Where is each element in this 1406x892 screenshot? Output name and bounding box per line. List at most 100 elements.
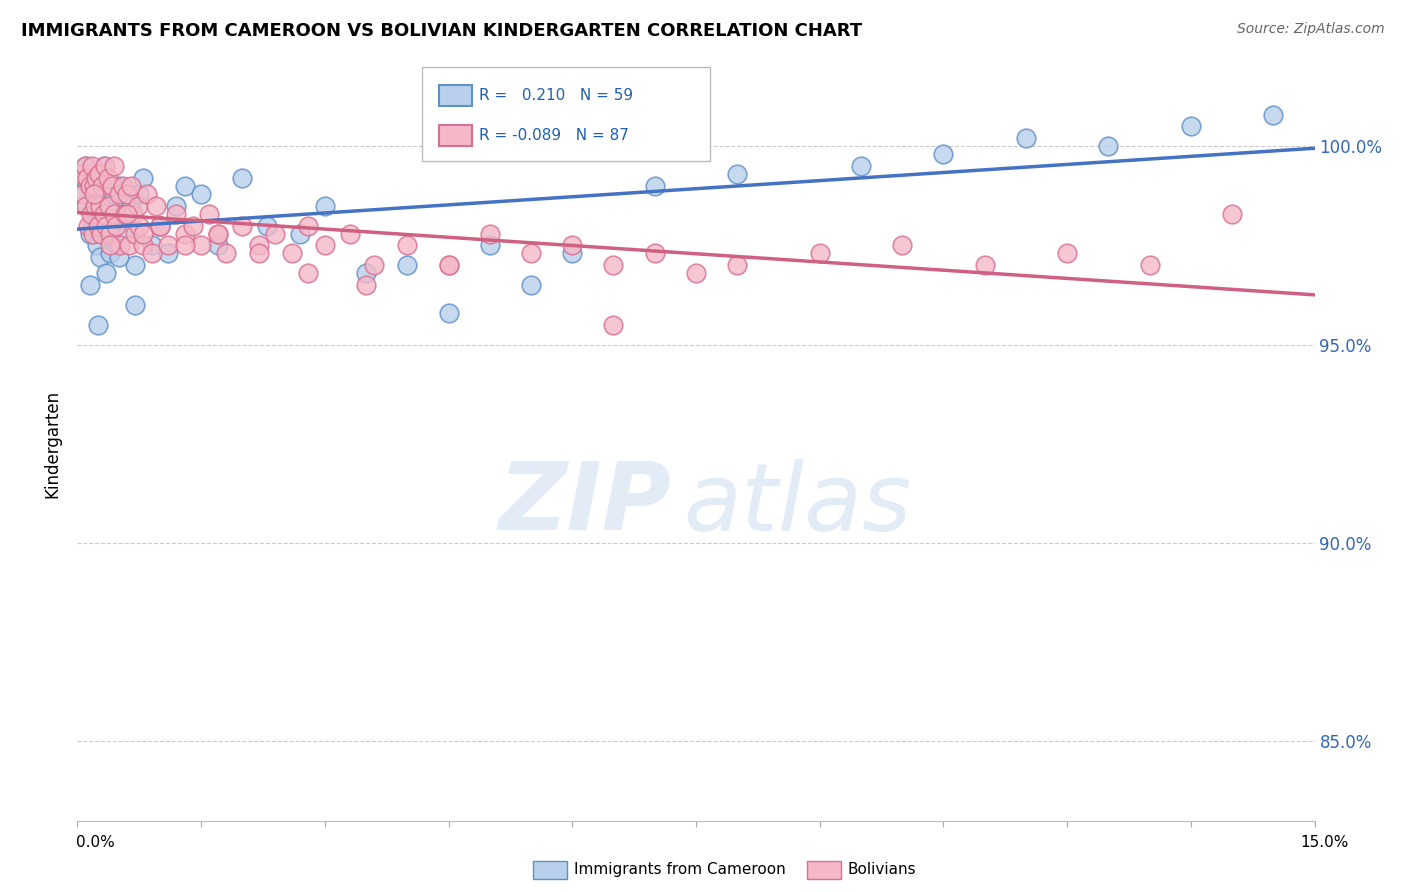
Point	[76, 199, 98, 213]
Point	[165, 199, 187, 213]
Point	[122, 207, 145, 221]
Point	[561, 238, 583, 252]
Point	[181, 219, 204, 233]
Point	[115, 186, 138, 201]
Point	[87, 186, 110, 201]
Point	[82, 227, 104, 241]
Point	[149, 219, 172, 233]
Point	[1097, 139, 1119, 153]
Point	[437, 258, 460, 272]
Point	[207, 227, 229, 241]
Point	[141, 246, 163, 260]
Point	[685, 266, 707, 280]
Point	[79, 278, 101, 293]
Point	[107, 186, 129, 201]
Text: Immigrants from Cameroon: Immigrants from Cameroon	[574, 863, 786, 877]
Point	[107, 178, 129, 193]
Point	[89, 199, 111, 213]
Point	[520, 246, 543, 260]
Point	[215, 246, 238, 260]
Point	[72, 186, 94, 201]
Point	[89, 178, 111, 193]
Point	[83, 186, 105, 201]
Point	[1139, 258, 1161, 272]
Point	[82, 219, 104, 233]
Point	[87, 167, 110, 181]
Point	[97, 199, 120, 213]
Point	[127, 199, 149, 213]
Point	[91, 178, 114, 193]
Point	[314, 199, 336, 213]
Point	[149, 219, 172, 233]
Point	[437, 258, 460, 272]
Point	[73, 171, 96, 186]
Text: Bolivians: Bolivians	[848, 863, 917, 877]
Point	[91, 207, 114, 221]
Y-axis label: Kindergarten: Kindergarten	[44, 390, 62, 498]
Point	[97, 199, 120, 213]
Point	[256, 219, 278, 233]
Point	[96, 227, 118, 241]
Point	[83, 199, 105, 213]
Point	[124, 298, 146, 312]
Point	[363, 258, 385, 272]
Point	[602, 258, 624, 272]
Point	[76, 171, 98, 186]
Point	[288, 227, 311, 241]
Point	[354, 266, 377, 280]
Point	[478, 227, 501, 241]
Point	[70, 186, 93, 201]
Point	[79, 227, 101, 241]
Point	[87, 318, 110, 332]
Point	[110, 238, 132, 252]
Point	[173, 227, 195, 241]
Point	[136, 186, 159, 201]
Point	[1180, 120, 1202, 134]
Point	[105, 238, 128, 252]
Point	[891, 238, 914, 252]
Text: IMMIGRANTS FROM CAMEROON VS BOLIVIAN KINDERGARTEN CORRELATION CHART: IMMIGRANTS FROM CAMEROON VS BOLIVIAN KIN…	[21, 22, 862, 40]
Point	[70, 167, 93, 181]
Point	[103, 186, 125, 201]
Text: 15.0%: 15.0%	[1301, 836, 1348, 850]
Point	[82, 159, 104, 173]
Point	[247, 238, 270, 252]
Point	[89, 250, 111, 264]
Point	[145, 199, 167, 213]
Point	[437, 306, 460, 320]
Point	[339, 227, 361, 241]
Point	[808, 246, 831, 260]
Point	[231, 219, 253, 233]
Point	[973, 258, 995, 272]
Point	[93, 159, 115, 173]
Point	[247, 246, 270, 260]
Point	[124, 227, 146, 241]
Point	[101, 219, 124, 233]
Point	[396, 238, 419, 252]
Point	[120, 178, 142, 193]
Point	[98, 227, 121, 241]
Point	[173, 238, 195, 252]
Point	[111, 207, 134, 221]
Point	[115, 207, 138, 221]
Point	[96, 219, 118, 233]
Point	[97, 171, 120, 186]
Point	[90, 227, 112, 241]
Point	[103, 159, 125, 173]
Point	[297, 266, 319, 280]
Point	[132, 227, 155, 241]
Point	[644, 246, 666, 260]
Point	[114, 207, 136, 221]
Point	[128, 219, 150, 233]
Point	[354, 278, 377, 293]
Point	[165, 207, 187, 221]
Text: atlas: atlas	[683, 458, 912, 549]
Point	[231, 171, 253, 186]
Point	[1056, 246, 1078, 260]
Point	[157, 246, 180, 260]
Point	[105, 219, 128, 233]
Point	[87, 219, 110, 233]
Point	[80, 167, 103, 181]
Point	[93, 159, 115, 173]
Point	[77, 178, 100, 193]
